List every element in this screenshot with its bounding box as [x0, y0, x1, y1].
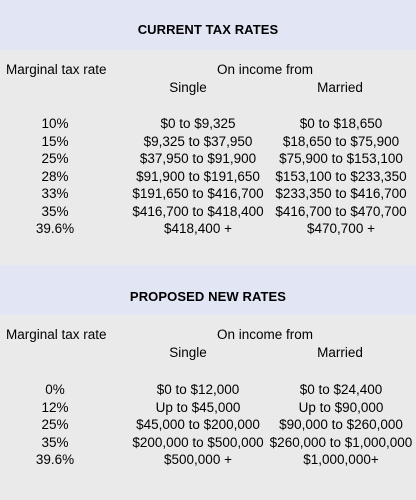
rate-cell: 25% — [41, 417, 69, 432]
proposed-header-rate: Marginal tax rate — [6, 327, 107, 342]
proposed-header-income: On income from — [217, 327, 314, 342]
married-cell: $470,700 + — [307, 221, 375, 236]
married-cell: $0 to $18,650 — [299, 116, 383, 131]
rate-cell: 35% — [41, 204, 69, 219]
married-cell: $1,000,000+ — [303, 452, 379, 467]
married-cell: $153,100 to $233,350 — [275, 169, 407, 184]
rate-cell: 28% — [41, 169, 69, 184]
rate-cell: 15% — [41, 134, 69, 149]
single-cell: $191,650 to $416,700 — [132, 186, 264, 201]
current-header-single: Single — [169, 80, 207, 95]
rate-cell: 12% — [41, 400, 69, 415]
single-cell: $416,700 to $418,400 — [132, 204, 264, 219]
current-rates-table: Marginal tax rate On income from Single … — [0, 50, 416, 265]
married-cell: $75,900 to $153,100 — [279, 151, 403, 166]
rate-cell: 35% — [41, 435, 69, 450]
single-cell: $500,000 + — [164, 452, 232, 467]
proposed-rates-table: Marginal tax rate On income from Single … — [0, 315, 416, 500]
rate-cell: 39.6% — [35, 221, 75, 236]
married-cell: $260,000 to $1,000,000 — [269, 435, 413, 450]
married-cell: $90,000 to $260,000 — [279, 417, 403, 432]
rate-cell: 10% — [41, 116, 69, 131]
current-header-married: Married — [317, 80, 363, 95]
current-header-rate: Marginal tax rate — [6, 62, 107, 77]
single-cell: $37,950 to $91,900 — [139, 151, 257, 166]
proposed-title-band: PROPOSED NEW RATES — [0, 265, 416, 315]
rate-cell: 0% — [45, 382, 65, 397]
proposed-header-married: Married — [317, 345, 363, 360]
rate-cell: 33% — [41, 186, 69, 201]
rate-cell: 25% — [41, 151, 69, 166]
single-cell: $9,325 to $37,950 — [143, 134, 253, 149]
single-cell: $45,000 to $200,000 — [136, 417, 260, 432]
married-cell: Up to $90,000 — [298, 400, 384, 415]
current-title: CURRENT TAX RATES — [137, 22, 279, 37]
single-cell: $0 to $12,000 — [156, 382, 240, 397]
proposed-title: PROPOSED NEW RATES — [129, 289, 287, 304]
single-cell: $91,900 to $191,650 — [136, 169, 260, 184]
single-cell: $0 to $9,325 — [160, 116, 236, 131]
rate-cell: 39.6% — [35, 452, 75, 467]
single-cell: $418,400 + — [164, 221, 232, 236]
proposed-header-single: Single — [169, 345, 207, 360]
married-cell: $18,650 to $75,900 — [282, 134, 400, 149]
married-cell: $416,700 to $470,700 — [275, 204, 407, 219]
married-cell: $0 to $24,400 — [299, 382, 383, 397]
current-header-income: On income from — [217, 62, 314, 77]
current-title-band: CURRENT TAX RATES — [0, 0, 416, 50]
single-cell: Up to $45,000 — [155, 400, 241, 415]
single-cell: $200,000 to $500,000 — [132, 435, 264, 450]
married-cell: $233,350 to $416,700 — [275, 186, 407, 201]
